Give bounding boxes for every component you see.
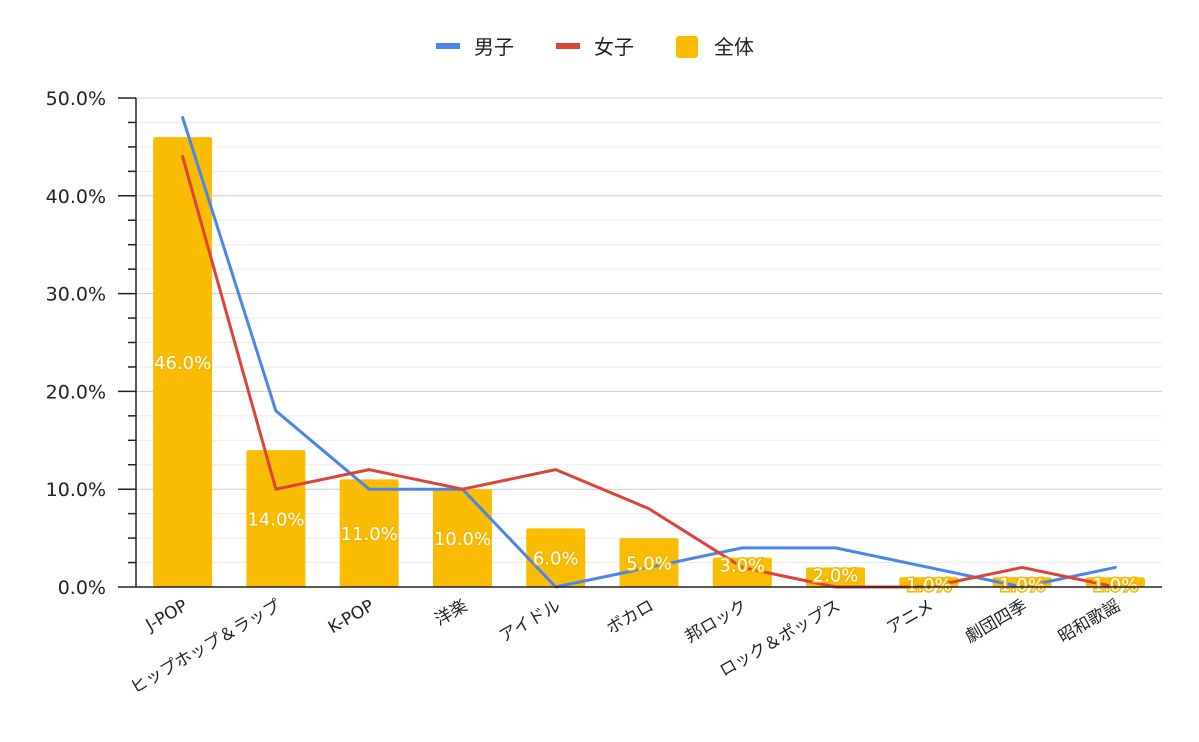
- bar: [153, 137, 213, 587]
- x-tick-label: ボカロ: [603, 596, 657, 639]
- y-axis: 0.0% 10.0% 20.0% 30.0% 40.0% 50.0%: [46, 88, 137, 599]
- data-label: 2.0%: [813, 565, 859, 586]
- series-line: [181, 155, 1117, 589]
- bar: [806, 567, 866, 587]
- bar: [712, 557, 772, 587]
- x-tick-label: 洋楽: [432, 596, 471, 630]
- bar: [619, 538, 679, 587]
- legend-label: 男子: [474, 35, 514, 59]
- x-tick-label: アイドル: [496, 596, 564, 647]
- legend-swatch-line: [436, 43, 460, 49]
- x-tick-label: ヒップホップ＆ラップ: [127, 596, 284, 698]
- y-tick-label: 30.0%: [46, 284, 106, 306]
- y-tick-label: 20.0%: [46, 381, 106, 403]
- x-tick-label: K-POP: [325, 596, 378, 638]
- y-tick-label: 10.0%: [46, 479, 106, 501]
- data-label: 46.0%: [154, 353, 211, 374]
- y-tick-label: 50.0%: [46, 88, 106, 110]
- x-tick-label: 邦ロック: [682, 596, 751, 647]
- legend-label: 女子: [594, 35, 634, 59]
- line-series: [181, 116, 1117, 589]
- data-label: 14.0%: [247, 510, 304, 531]
- legend-label: 全体: [714, 35, 754, 59]
- x-tick-label: 昭和歌謡: [1055, 596, 1124, 647]
- x-tick-label: J-POP: [142, 596, 191, 636]
- data-label: 11.0%: [341, 524, 398, 545]
- data-label: 6.0%: [533, 549, 579, 570]
- y-tick-label: 0.0%: [58, 577, 106, 599]
- bar: [339, 479, 399, 587]
- bar: [246, 450, 306, 587]
- legend-swatch-bar: [676, 36, 698, 58]
- data-label: 1.0%: [906, 575, 952, 596]
- series-line: [181, 116, 1117, 589]
- legend-swatch-line: [556, 43, 580, 49]
- gridlines: [136, 97, 1162, 564]
- legend: 男子 女子 全体: [436, 35, 754, 59]
- data-label: 1.0%: [999, 575, 1045, 596]
- x-tick-label: 劇団四季: [962, 596, 1031, 647]
- bar-series: [153, 137, 1145, 587]
- x-tick-label: アニメ: [883, 596, 937, 639]
- data-labels: 46.0% 14.0% 11.0% 10.0% 6.0% 5.0% 3.0% 2.0% 1.0%…: [153, 352, 1140, 598]
- y-tick-label: 40.0%: [46, 186, 106, 208]
- bar: [432, 489, 492, 587]
- data-label: 10.0%: [434, 529, 491, 550]
- data-label: 3.0%: [719, 556, 765, 577]
- data-label: 5.0%: [626, 554, 672, 575]
- data-label: 1.0%: [1092, 575, 1138, 596]
